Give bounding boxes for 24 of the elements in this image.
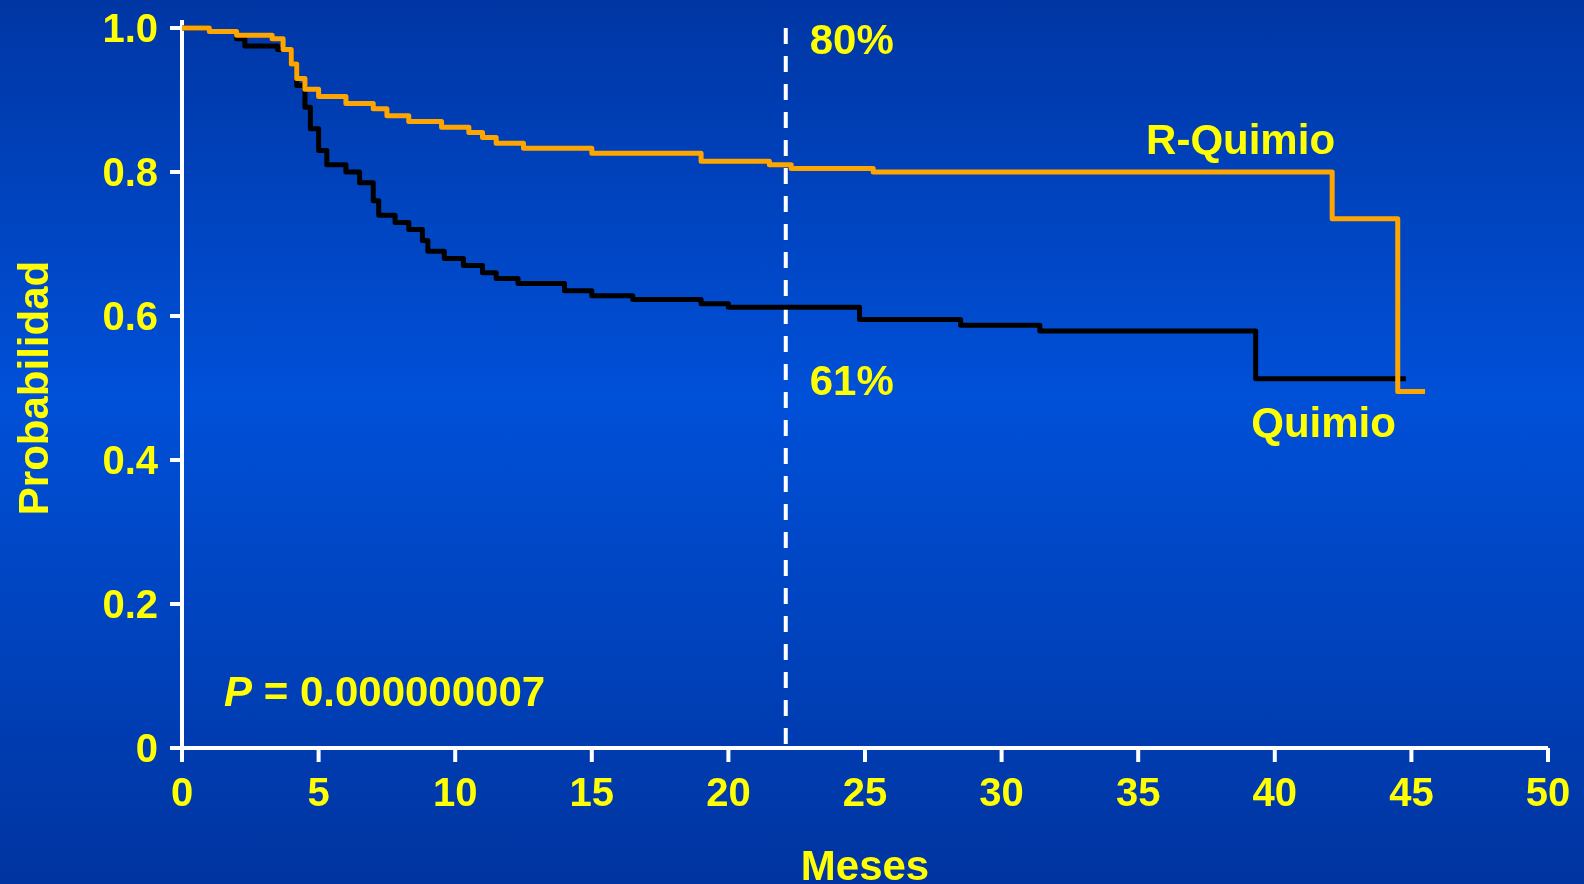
x-tick-label: 10 xyxy=(432,770,478,814)
y-tick-label: 0.2 xyxy=(102,582,158,626)
x-tick-label: 0 xyxy=(170,770,194,814)
x-tick-label: 50 xyxy=(1525,770,1571,814)
x-tick-label: 40 xyxy=(1252,770,1298,814)
annotation: P = 0.000000007 xyxy=(224,668,546,715)
annotation: 80% xyxy=(809,16,894,63)
y-axis-title: Probabilidad xyxy=(10,260,57,516)
y-tick-label: 1.0 xyxy=(102,6,158,50)
x-tick-label: 30 xyxy=(979,770,1024,814)
x-tick-label: 15 xyxy=(569,770,615,814)
y-tick-label: 0.6 xyxy=(102,294,158,338)
x-tick-label: 20 xyxy=(706,770,751,814)
annotation: 61% xyxy=(809,356,894,404)
y-tick-label: 0.4 xyxy=(102,438,159,482)
x-tick-label: 25 xyxy=(842,770,888,814)
y-tick-label: 0 xyxy=(135,726,158,770)
x-tick-label: 45 xyxy=(1389,770,1434,814)
series-label: R-Quimio xyxy=(1146,116,1336,163)
x-tick-label: 35 xyxy=(1115,770,1161,814)
series-label: Quimio xyxy=(1251,398,1396,446)
x-tick-label: 5 xyxy=(307,770,330,814)
x-axis-title: Meses xyxy=(800,842,930,884)
y-tick-label: 0.8 xyxy=(102,150,158,194)
